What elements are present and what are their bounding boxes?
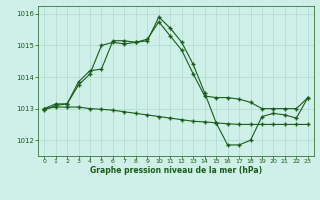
X-axis label: Graphe pression niveau de la mer (hPa): Graphe pression niveau de la mer (hPa) xyxy=(90,166,262,175)
